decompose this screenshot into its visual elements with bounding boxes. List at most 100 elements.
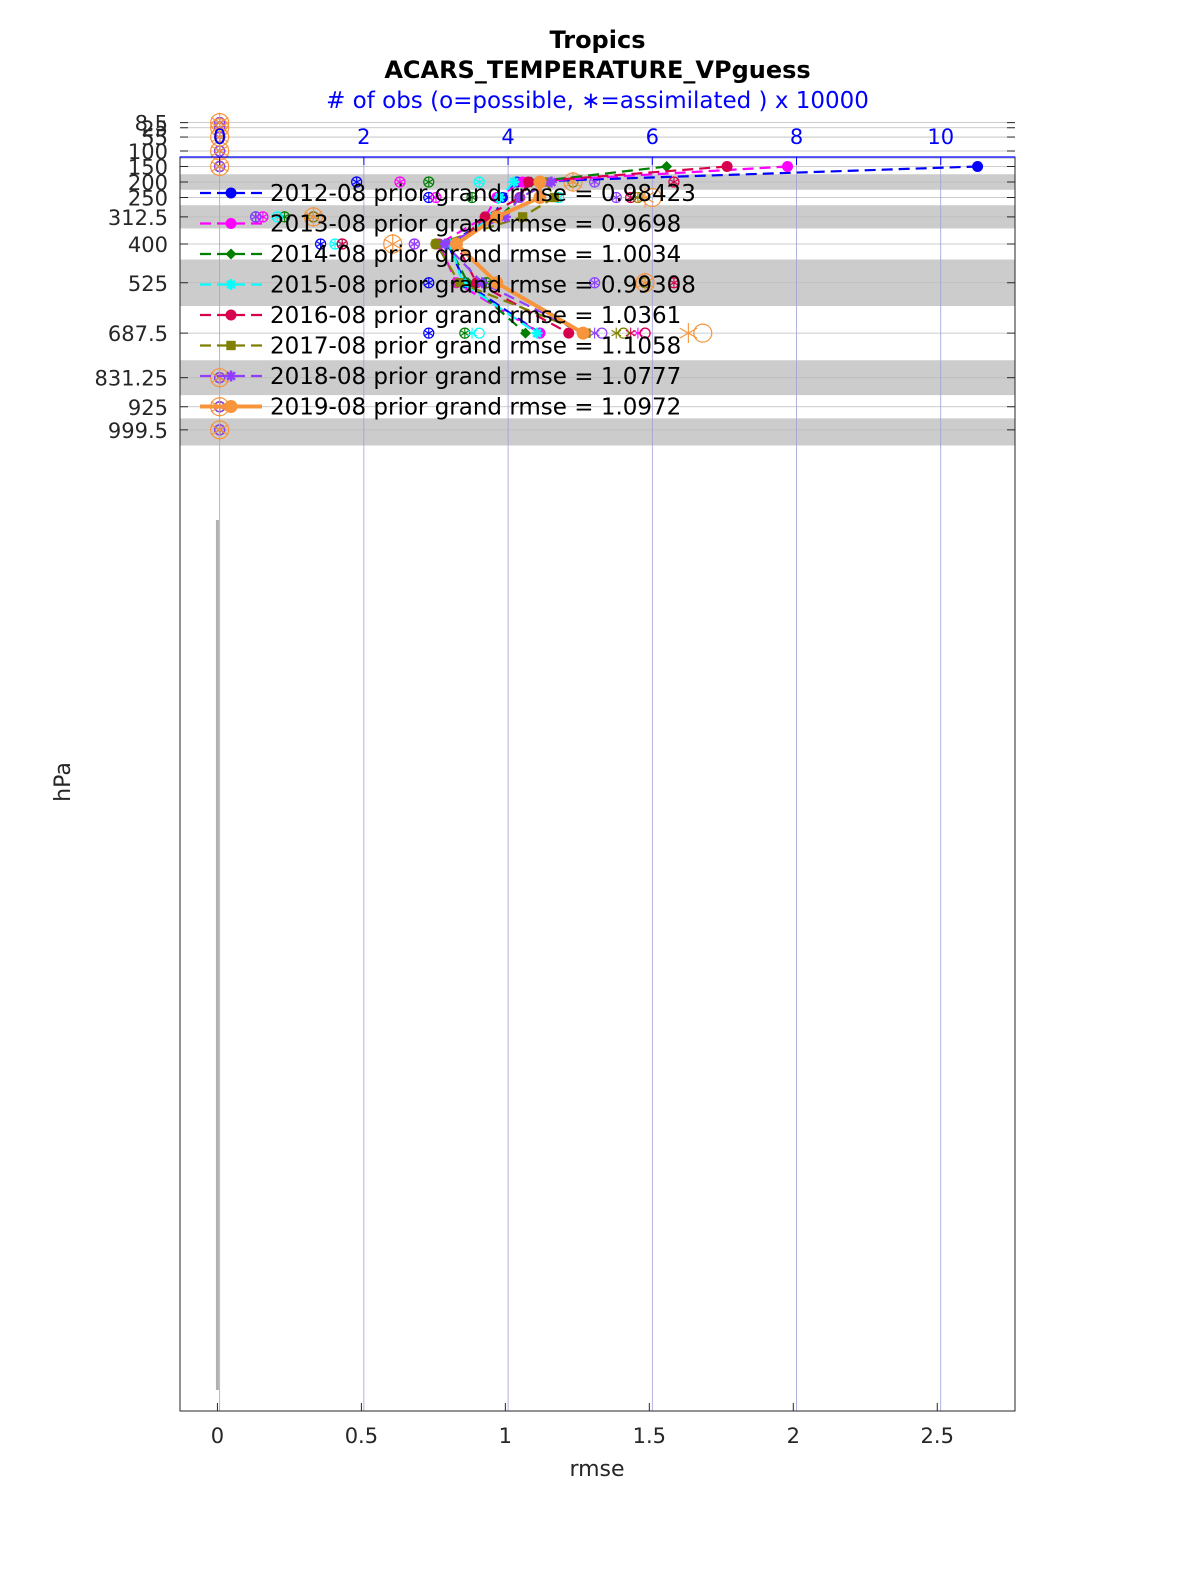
obs-assimilated-marker xyxy=(315,238,326,250)
series-point xyxy=(490,276,504,290)
asterisk-stroke xyxy=(210,131,229,143)
x-tick-label: 0.5 xyxy=(345,1424,378,1448)
obs-assimilated-marker xyxy=(210,419,229,440)
obs-assimilated-marker xyxy=(423,176,434,188)
chart-subtitle: ACARS_TEMPERATURE_VPguess xyxy=(384,56,811,84)
asterisk-stroke xyxy=(383,238,402,250)
y-axis-label: hPa xyxy=(51,762,76,802)
y-tick-label: 8.5 xyxy=(135,112,168,136)
asterisk-stroke xyxy=(474,178,485,186)
obs-assimilated-marker xyxy=(668,277,679,289)
legend-marker xyxy=(225,279,237,290)
x-tick-label: 2 xyxy=(787,1424,800,1448)
series-point xyxy=(520,327,532,339)
grid-lines xyxy=(180,122,1015,1411)
asterisk-stroke xyxy=(210,372,229,384)
y-tick-label: 100 xyxy=(128,140,168,164)
legend-entry: 2018-08 prior grand rmse = 1.0777 xyxy=(270,364,681,390)
obs-possible-marker xyxy=(693,323,713,343)
asterisk-stroke xyxy=(351,178,362,186)
asterisk-stroke xyxy=(315,240,326,248)
star-stroke xyxy=(514,192,525,203)
obs-assimilated-marker xyxy=(611,327,622,339)
legend-entry: 2019-08 prior grand rmse = 1.0972 xyxy=(270,395,681,421)
obs-assimilated-marker xyxy=(210,367,229,388)
obs-assimilated-marker xyxy=(272,211,283,223)
obs-possible-marker xyxy=(617,327,630,339)
obs-assimilated-marker xyxy=(383,234,402,254)
asterisk-stroke xyxy=(423,329,434,337)
asterisk-stroke xyxy=(466,194,478,201)
asterisk-stroke xyxy=(611,329,622,337)
obs-assimilated-marker xyxy=(304,206,323,227)
y-tick-label: 150 xyxy=(128,156,168,180)
series-point xyxy=(533,191,547,204)
star-stroke xyxy=(500,212,511,222)
star-stroke xyxy=(477,277,488,288)
obs-assimilated-marker xyxy=(636,272,655,293)
top-tick-label: 4 xyxy=(501,125,514,149)
y-tick-label: 55 xyxy=(141,126,168,150)
series-point xyxy=(545,176,557,188)
legend-entry: 2017-08 prior grand rmse = 1.1058 xyxy=(270,334,681,360)
series-point xyxy=(490,210,504,224)
asterisk-stroke xyxy=(466,329,478,337)
star-stroke xyxy=(440,239,450,249)
obs-assimilated-marker xyxy=(337,238,348,250)
asterisk-stroke xyxy=(430,194,442,201)
series-point xyxy=(449,237,463,251)
series-point xyxy=(576,326,590,340)
x-tick-label: 1.5 xyxy=(633,1424,666,1448)
legend-marker xyxy=(225,187,237,199)
obs-assimilated-marker xyxy=(466,327,478,339)
star-stroke xyxy=(532,328,542,338)
series-point xyxy=(517,212,528,222)
obs-assimilated-marker xyxy=(589,327,600,339)
obs-assimilated-marker xyxy=(589,277,600,289)
asterisk-stroke xyxy=(272,213,283,221)
legend-marker xyxy=(225,370,237,382)
star-stroke xyxy=(546,177,557,187)
x-tick-label: 1 xyxy=(499,1424,512,1448)
asterisk-stroke xyxy=(210,424,229,436)
legend-entry: 2014-08 prior grand rmse = 1.0034 xyxy=(270,242,681,268)
star-stroke xyxy=(494,192,505,203)
top-tick-label: 8 xyxy=(790,125,803,149)
obs-assimilated-marker xyxy=(466,192,478,203)
axes: 0 0.5 1 1.5 2 2.5 0 2 4 6 8 10 8.5255510015020025031… xyxy=(95,112,1016,1448)
legend-marker xyxy=(225,248,237,260)
obs-assimilated-marker xyxy=(474,176,485,188)
asterisk-stroke xyxy=(668,178,679,186)
obs-assimilated-marker xyxy=(423,277,434,289)
series-point xyxy=(479,211,491,223)
legend-marker xyxy=(226,340,236,351)
asterisk-stroke xyxy=(668,279,679,286)
series-point xyxy=(494,192,506,203)
asterisk-stroke xyxy=(589,279,600,286)
chart-title: Tropics xyxy=(549,26,646,54)
obs-assimilated-marker xyxy=(611,192,622,203)
asterisk-stroke xyxy=(304,211,323,223)
asterisk-stroke xyxy=(589,329,600,337)
series-point xyxy=(514,192,526,203)
top-axis-label: # of obs (o=possible, ∗=assimilated ) x … xyxy=(326,88,869,114)
x-tick-label: 0 xyxy=(211,1424,224,1448)
x-tick-label: 2.5 xyxy=(921,1424,954,1448)
legend: 2012-08 prior grand rmse = 0.98423 2013-0… xyxy=(200,181,696,421)
y-tick-label: 25 xyxy=(141,117,168,141)
asterisk-stroke xyxy=(210,145,229,157)
obs-assimilated-marker xyxy=(430,192,442,203)
legend-entry: 2016-08 prior grand rmse = 1.0361 xyxy=(270,303,681,329)
observation-count-markers xyxy=(210,112,713,440)
star-stroke xyxy=(226,371,236,381)
top-tick-label: 2 xyxy=(357,125,370,149)
legend-marker xyxy=(225,218,237,229)
series-point xyxy=(549,192,559,203)
series-point xyxy=(508,176,520,188)
asterisk-stroke xyxy=(636,277,655,289)
star-stroke xyxy=(509,177,519,187)
obs-possible-marker xyxy=(639,327,651,339)
obs-assimilated-marker xyxy=(250,211,261,223)
legend-marker xyxy=(225,309,237,321)
